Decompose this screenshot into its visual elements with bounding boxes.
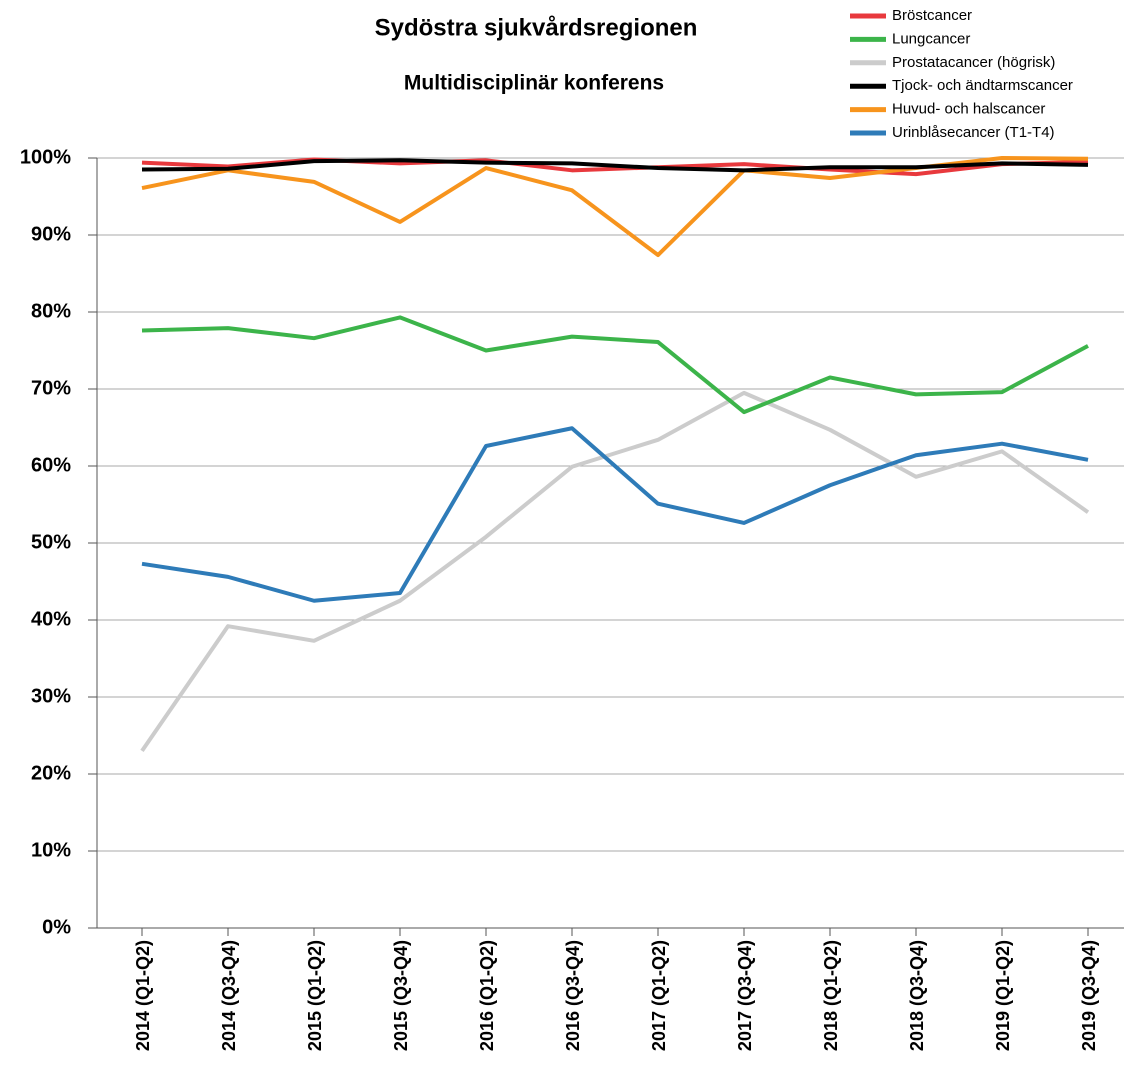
y-tick-label: 20% (31, 762, 71, 784)
chart-subtitle: Multidisciplinär konferens (404, 72, 664, 95)
y-tick-label: 30% (31, 685, 71, 707)
x-tick-label: 2019 (Q3-Q4) (1079, 940, 1099, 1051)
x-tick-label: 2018 (Q1-Q2) (821, 940, 841, 1051)
legend-label: Prostatacancer (högrisk) (892, 54, 1055, 71)
legend-label: Bröstcancer (892, 7, 972, 24)
series-line (140, 390, 1090, 753)
series-line (141, 426, 1089, 603)
legend-label: Tjock- och ändtarmscancer (892, 77, 1073, 94)
x-tick-label: 2015 (Q1-Q2) (305, 940, 325, 1051)
series-line (141, 315, 1089, 415)
x-tick-label: 2014 (Q3-Q4) (219, 940, 239, 1051)
x-tick-label: 2016 (Q1-Q2) (477, 940, 497, 1051)
y-tick-label: 10% (31, 839, 71, 861)
series-line (141, 158, 1089, 173)
y-tick-label: 50% (31, 531, 71, 553)
x-tick-label: 2016 (Q3-Q4) (563, 940, 583, 1051)
x-tick-label: 2018 (Q3-Q4) (907, 940, 927, 1051)
y-tick-label: 90% (31, 223, 71, 245)
y-tick-label: 0% (42, 916, 71, 938)
legend-label: Lungcancer (892, 30, 970, 47)
y-tick-label: 100% (20, 146, 71, 168)
legend-label: Huvud- och halscancer (892, 101, 1045, 118)
x-tick-label: 2014 (Q1-Q2) (133, 940, 153, 1051)
x-tick-label: 2017 (Q1-Q2) (649, 940, 669, 1051)
y-tick-label: 60% (31, 454, 71, 476)
chart-title: Sydöstra sjukvårdsregionen (375, 14, 698, 41)
y-tick-label: 70% (31, 377, 71, 399)
x-tick-label: 2015 (Q3-Q4) (391, 940, 411, 1051)
y-tick-label: 80% (31, 300, 71, 322)
legend-label: Urinblåsecancer (T1-T4) (892, 124, 1055, 141)
x-tick-label: 2017 (Q3-Q4) (735, 940, 755, 1051)
x-tick-label: 2019 (Q1-Q2) (993, 940, 1013, 1051)
y-tick-label: 40% (31, 608, 71, 630)
